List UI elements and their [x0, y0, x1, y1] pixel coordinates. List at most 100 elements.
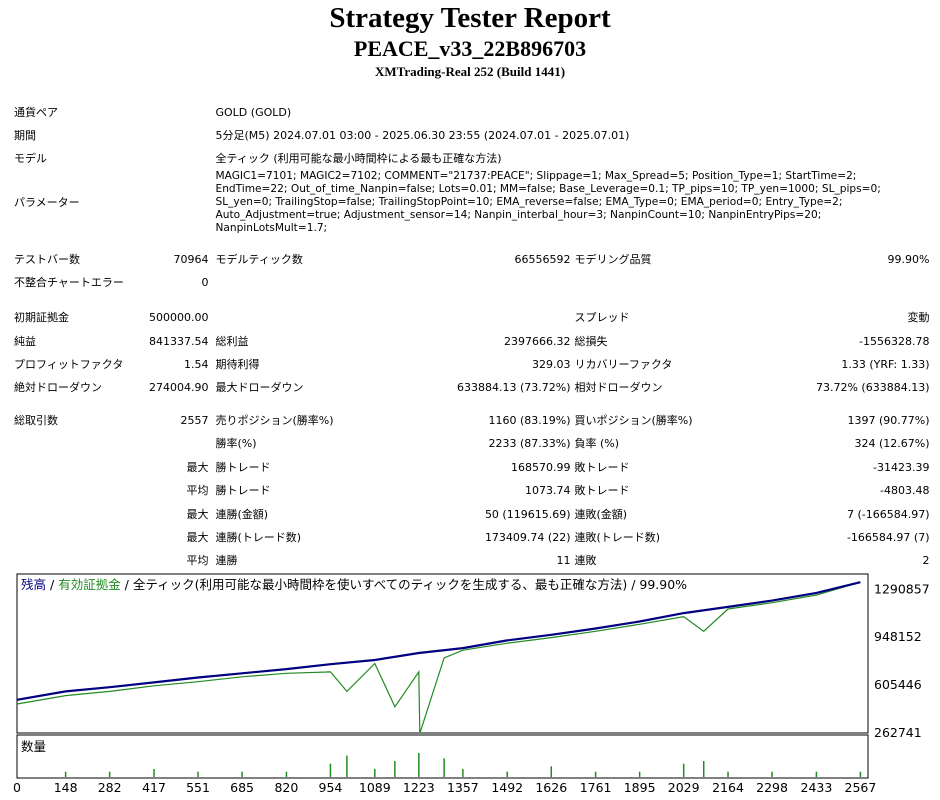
balance-chart-svg: 残高 / 有効証拠金 / 全ティック(利用可能な最小時間枠を使いすべてのティック…	[13, 573, 930, 795]
consecutive-wins-amount-label: 連勝(金額)	[215, 507, 269, 521]
max-drawdown-value: 633884.13 (73.72%)	[456, 381, 571, 394]
max-drawdown-label: 最大ドローダウン	[215, 381, 304, 394]
period-label: 期間	[14, 129, 36, 142]
expected-payoff-label: 期待利得	[215, 358, 260, 371]
short-positions-label: 売りポジション(勝率%)	[215, 414, 334, 427]
relative-drawdown-value: 73.72% (633884.13)	[815, 381, 930, 394]
x-tick-label: 148	[54, 780, 78, 795]
largest-win-label: 勝トレード	[215, 460, 271, 474]
y-tick-label: 605446	[874, 677, 922, 692]
total-trades-label: 総取引数	[14, 414, 58, 427]
gross-loss-label: 総損失	[574, 334, 608, 348]
deposit-label: 初期証拠金	[14, 311, 69, 324]
legend-equity: 有効証拠金	[58, 577, 121, 592]
volume-plot-frame	[16, 734, 869, 779]
errors-label: 不整合チャートエラー	[14, 276, 124, 289]
x-tick-label: 1089	[359, 780, 391, 795]
params-value: MAGIC1=7101; MAGIC2=7102; COMMENT="21737…	[215, 170, 881, 234]
ticks-label: モデルティック数	[215, 253, 303, 266]
server-info: XMTrading-Real 252 (Build 1441)	[374, 64, 566, 79]
equity-series-line	[16, 581, 861, 734]
x-tick-label: 2433	[801, 780, 833, 795]
expected-payoff-value: 329.03	[532, 358, 571, 371]
total-trades-value: 2557	[180, 414, 209, 427]
absolute-drawdown-label: 絶対ドローダウン	[14, 381, 102, 394]
model-value: 全ティック (利用可能な最小時間枠による最も正確な方法)	[215, 152, 502, 165]
recovery-factor-value: 1.33 (YRF: 1.33)	[841, 358, 930, 371]
profit-factor-value: 1.54	[184, 358, 209, 371]
gross-profit-value: 2397666.32	[504, 334, 571, 348]
spread-value: 変動	[907, 311, 930, 324]
symbol-label: 通貨ペア	[14, 106, 58, 119]
legend-balance: 残高	[21, 577, 46, 592]
report-title: Strategy Tester Report	[329, 2, 611, 34]
consecutive-losses-count-value: -166584.97 (7)	[846, 531, 930, 544]
net-profit-label: 純益	[14, 334, 36, 348]
symbol-value: GOLD (GOLD)	[215, 106, 292, 119]
x-tick-label: 1223	[403, 780, 435, 795]
average-consecutive-wins-label: 連勝	[215, 554, 238, 567]
consecutive-losses-amount-label: 連敗(金額)	[574, 507, 628, 521]
average-consecutive-losses-value: 2	[922, 554, 930, 567]
win-rate-value: 2233 (87.33%)	[488, 437, 571, 450]
max-consecutive-count-label: 最大	[186, 531, 209, 544]
legend-sep: /	[46, 577, 58, 592]
x-tick-label: 417	[142, 780, 166, 795]
report-table: 通貨ペア GOLD (GOLD) 期間 5分足(M5) 2024.07.01 0…	[14, 101, 930, 572]
ticks-value: 66556592	[514, 253, 571, 266]
balance-series-line	[16, 581, 861, 701]
errors-value: 0	[201, 276, 209, 289]
loss-rate-label: 負率 (%)	[574, 437, 620, 450]
y-tick-label: 948152	[874, 629, 922, 644]
profit-factor-label: プロフィットファクタ	[14, 358, 124, 371]
y-tick-label: 262741	[874, 725, 922, 740]
loss-rate-value: 324 (12.67%)	[854, 437, 930, 450]
x-tick-label: 1492	[491, 780, 523, 795]
x-tick-label: 2029	[668, 780, 700, 795]
x-tick-label: 1895	[624, 780, 656, 795]
x-tick-label: 551	[186, 780, 210, 795]
average-win-label: 勝トレード	[215, 484, 271, 497]
bars-value: 70964	[173, 253, 209, 266]
average-consecutive-label: 平均	[186, 554, 209, 567]
average-consecutive-wins-value: 11	[556, 554, 571, 567]
balance-chart: 残高 / 有効証拠金 / 全ティック(利用可能な最小時間枠を使いすべてのティック…	[0, 570, 940, 796]
deposit-value: 500000.00	[149, 311, 209, 324]
y-tick-label: 1290857	[874, 581, 930, 596]
average-loss-value: -4803.48	[880, 484, 930, 497]
consecutive-losses-amount-value: 7 (-166584.97)	[846, 507, 930, 521]
largest-label: 最大	[186, 460, 209, 474]
consecutive-losses-count-label: 連敗(トレード数)	[574, 531, 661, 544]
long-positions-value: 1397 (90.77%)	[847, 414, 930, 427]
x-tick-label: 2164	[712, 780, 744, 795]
quality-label: モデリング品質	[574, 253, 652, 266]
consecutive-wins-count-label: 連勝(トレード数)	[215, 531, 302, 544]
params-label: パラメーター	[14, 196, 80, 209]
gross-loss-value: -1556328.78	[859, 334, 930, 348]
x-tick-label: 1357	[447, 780, 479, 795]
gross-profit-label: 総利益	[215, 334, 249, 348]
model-label: モデル	[14, 152, 47, 165]
x-tick-label: 685	[230, 780, 254, 795]
recovery-factor-label: リカバリーファクタ	[574, 358, 673, 371]
average-consecutive-losses-label: 連敗	[574, 554, 597, 567]
period-value: 5分足(M5) 2024.07.01 03:00 - 2025.06.30 23…	[215, 129, 630, 142]
x-tick-label: 1761	[580, 780, 612, 795]
max-consecutive-label: 最大	[186, 507, 209, 521]
x-tick-label: 820	[274, 780, 298, 795]
x-tick-label: 0	[13, 780, 21, 795]
quality-value: 99.90%	[887, 253, 930, 266]
relative-drawdown-label: 相対ドローダウン	[574, 381, 663, 394]
bars-label: テストバー数	[14, 253, 80, 266]
x-tick-label: 1626	[535, 780, 567, 795]
absolute-drawdown-value: 274004.90	[149, 381, 209, 394]
largest-loss-label: 敗トレード	[574, 460, 630, 474]
main-plot-frame	[16, 573, 869, 734]
x-tick-label: 282	[98, 780, 122, 795]
x-tick-label: 2298	[756, 780, 788, 795]
x-tick-label: 954	[319, 780, 343, 795]
largest-loss-value: -31423.39	[873, 460, 930, 474]
largest-win-value: 168570.99	[511, 460, 571, 474]
average-label: 平均	[186, 484, 209, 497]
average-loss-label: 敗トレード	[574, 484, 630, 497]
